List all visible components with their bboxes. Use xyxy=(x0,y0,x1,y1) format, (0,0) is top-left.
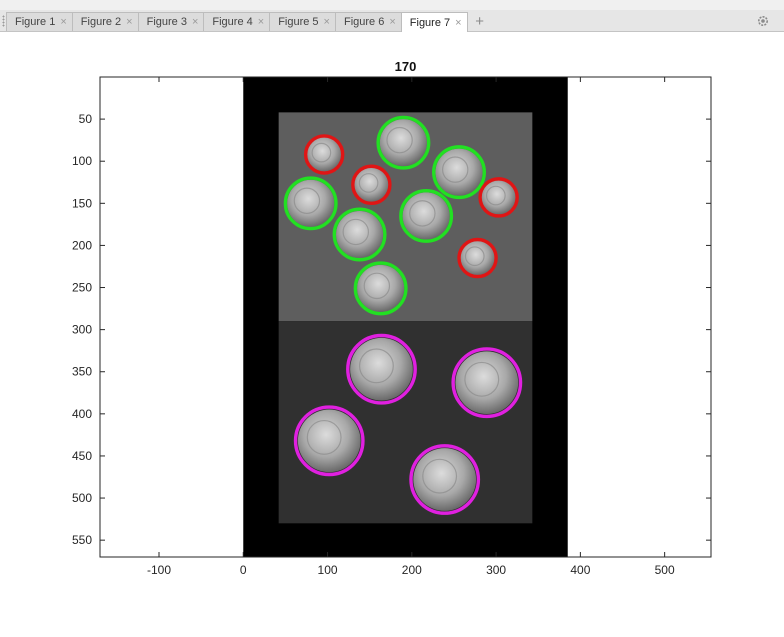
coin xyxy=(350,337,413,401)
y-tick-label: 50 xyxy=(79,112,93,126)
gear-icon[interactable] xyxy=(756,14,770,28)
detected-circle-green xyxy=(283,176,338,231)
tab-label: Figure 5 xyxy=(278,16,319,28)
x-tick-label: 400 xyxy=(570,563,590,577)
tab-label: Figure 4 xyxy=(212,16,253,28)
coin-detail xyxy=(485,185,506,206)
coin-detail xyxy=(441,156,469,183)
close-icon[interactable]: × xyxy=(60,16,67,28)
plot-area[interactable]: -100 0 100 200 300 400 500 50 100 150 200 250 300 350… xyxy=(72,76,712,577)
drag-grip-icon[interactable] xyxy=(2,15,5,27)
figure-canvas: 170 -100 0 100 200 300 400 500 50 100 150 200 250 30… xyxy=(0,32,784,632)
x-tick-label: 100 xyxy=(318,563,338,577)
close-icon[interactable]: × xyxy=(126,16,133,28)
coin-detail xyxy=(358,348,394,384)
detected-circle-magenta xyxy=(451,347,523,419)
coin-detail xyxy=(464,361,500,397)
close-icon[interactable]: × xyxy=(191,16,199,28)
close-icon[interactable]: × xyxy=(389,16,396,28)
coin-detail xyxy=(306,419,342,455)
tab-label: Figure 2 xyxy=(80,16,122,28)
x-tick-label: 300 xyxy=(486,563,506,577)
y-tick-label: 250 xyxy=(72,281,92,295)
figure-tab-bar: Figure 1 × Figure 2 × Figure 3 × Figure 4 × … xyxy=(0,10,784,32)
x-tick-label: -100 xyxy=(147,563,171,577)
coin-detail xyxy=(386,126,413,154)
y-tick-label: 150 xyxy=(72,196,92,210)
tab-figure-7[interactable]: Figure 7 × xyxy=(400,12,468,32)
y-tick-label: 100 xyxy=(72,154,92,168)
coin-detail xyxy=(422,458,458,494)
tab-label: Figure 6 xyxy=(343,16,385,28)
x-tick-label: 500 xyxy=(655,563,675,577)
coin-detail xyxy=(342,218,370,246)
coin-detail xyxy=(293,187,321,215)
coin-detail xyxy=(358,173,379,193)
y-tick-label: 550 xyxy=(72,533,92,547)
y-tick-label: 500 xyxy=(72,491,92,505)
detected-circle-red xyxy=(303,134,345,175)
detected-circle-red xyxy=(478,177,519,218)
x-tick-label: 0 xyxy=(240,563,247,577)
coin-detail xyxy=(464,246,485,267)
coin xyxy=(455,351,519,415)
detected-circle-red xyxy=(351,164,392,206)
detected-circle-green xyxy=(399,188,454,243)
close-icon[interactable]: × xyxy=(257,16,265,28)
coin xyxy=(413,448,477,511)
tab-figure-6[interactable]: Figure 6 × xyxy=(334,12,402,31)
tab-label: Figure 1 xyxy=(15,16,56,28)
tab-label: Figure 3 xyxy=(146,16,187,28)
y-tick-label: 350 xyxy=(72,365,92,379)
axes-border xyxy=(99,76,712,558)
detected-circle-green xyxy=(432,145,486,200)
detected-circle-green xyxy=(332,207,387,262)
detected-circle-green xyxy=(353,261,408,316)
detected-circle-magenta xyxy=(346,333,417,405)
tab-label: Figure 7 xyxy=(409,16,451,29)
tab-figure-4[interactable]: Figure 4 × xyxy=(203,12,271,31)
tab-figure-5[interactable]: Figure 5 × xyxy=(269,12,336,31)
y-tick-label: 300 xyxy=(72,323,92,337)
tab-list: Figure 1 × Figure 2 × Figure 3 × Figure 4 × … xyxy=(6,12,489,32)
coin xyxy=(297,409,361,473)
coin-detail xyxy=(311,142,332,163)
tab-figure-1[interactable]: Figure 1 × xyxy=(6,12,73,31)
coin-detail xyxy=(363,272,391,300)
y-tick-label: 400 xyxy=(72,407,92,421)
close-icon[interactable]: × xyxy=(323,16,330,28)
y-tick-label: 450 xyxy=(72,449,92,463)
y-tick-label: 200 xyxy=(72,238,92,252)
plot-svg: 170 -100 0 100 200 300 400 500 50 100 150 200 250 30… xyxy=(72,59,712,577)
tab-figure-3[interactable]: Figure 3 × xyxy=(137,12,205,31)
detected-circle-red xyxy=(457,237,498,279)
x-tick-label: 200 xyxy=(402,563,422,577)
plot-title: 170 xyxy=(395,59,417,74)
detected-circle-magenta xyxy=(409,444,481,515)
close-icon[interactable]: × xyxy=(455,16,462,29)
detected-circle-green xyxy=(376,115,431,170)
detected-circle-magenta xyxy=(293,405,365,477)
add-tab-button[interactable]: + xyxy=(475,13,484,30)
tab-figure-2[interactable]: Figure 2 × xyxy=(71,12,139,31)
coin-detail xyxy=(409,200,436,227)
